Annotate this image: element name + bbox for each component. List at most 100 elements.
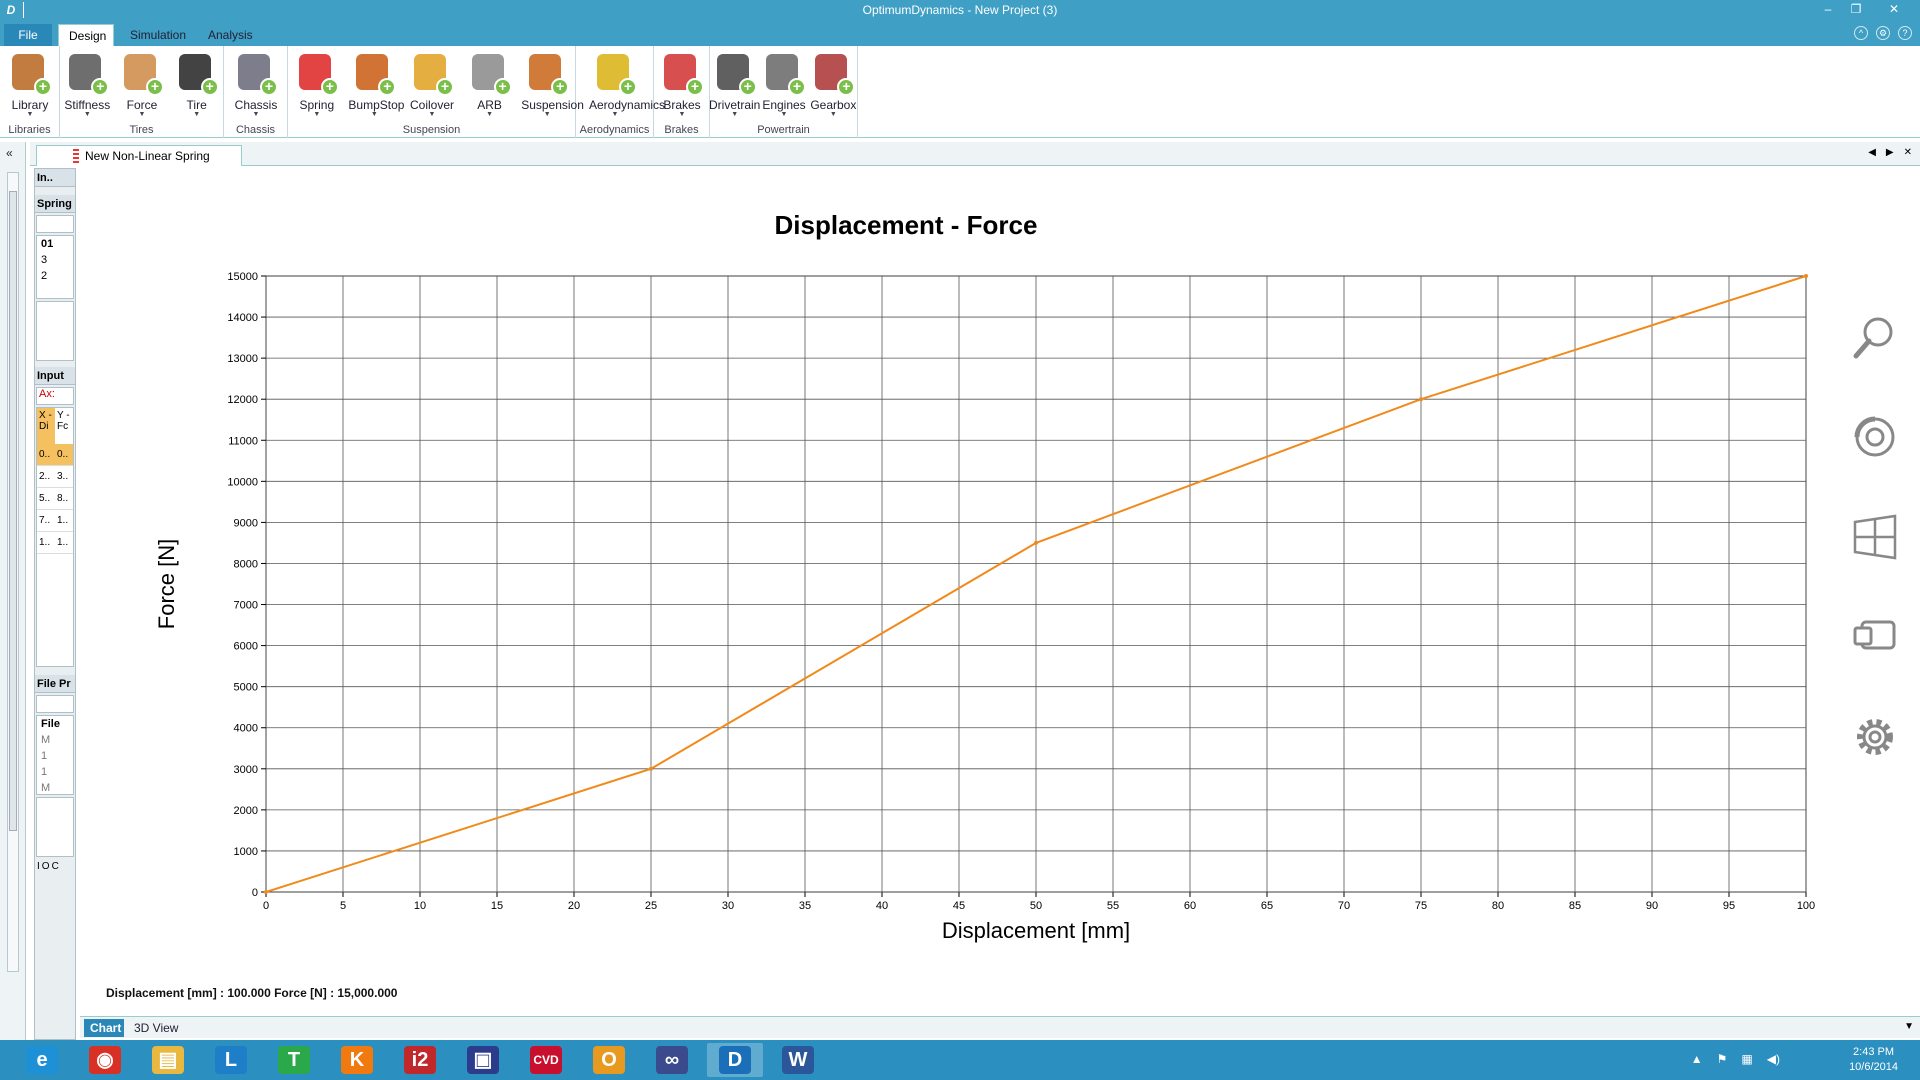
i2-pro-icon[interactable]: i2 [392,1043,448,1077]
panel-toolbar[interactable] [36,215,74,233]
dropdown-caret-icon[interactable]: ▼ [138,111,146,118]
table-cell[interactable]: 0.. [39,449,51,460]
tray-expand-icon[interactable]: ▲ [1690,1052,1703,1066]
chrome-icon[interactable]: ◉ [77,1043,133,1077]
app-l-icon[interactable]: L [203,1043,259,1077]
table-cell[interactable]: 1.. [39,537,51,548]
data-point[interactable] [1419,397,1423,402]
panel-tab-o[interactable]: O [41,861,50,872]
column-header-x[interactable]: X - Di [39,410,52,432]
volume-icon[interactable]: ◀) [1766,1052,1780,1066]
minimize-button[interactable]: – [1824,2,1832,16]
table-row[interactable]: 2.. 3.. [37,466,73,488]
help-icon[interactable]: ? [1898,26,1912,40]
zoom-icon[interactable] [1850,312,1900,362]
restore-button[interactable]: ❐ [1850,2,1862,16]
flag-icon[interactable]: ⚑ [1716,1052,1728,1066]
optimumdynamics-icon[interactable]: D [707,1043,763,1077]
dropdown-caret-icon[interactable]: ▼ [370,111,378,118]
table-cell[interactable]: 8.. [57,493,69,504]
dropdown-caret-icon[interactable]: ▼ [678,111,686,118]
table-cell[interactable]: 2.. [39,471,51,482]
spring-tree[interactable]: 01 3 2 [36,235,74,299]
rotate-icon[interactable] [1850,412,1900,462]
close-button[interactable]: ✕ [1888,2,1900,16]
app-t-icon[interactable]: T [266,1043,322,1077]
table-cell[interactable]: 7.. [39,515,51,526]
tree-item[interactable]: 01 [41,238,54,250]
arb-button[interactable]: + ARB ▼ [464,50,516,120]
collapse-panel-button[interactable]: « [6,146,13,160]
clock[interactable]: 2:43 PM 10/6/2014 [1849,1045,1898,1075]
dropdown-caret-icon[interactable]: ▼ [26,111,34,118]
file-menu[interactable]: File [4,24,52,46]
tab-chart[interactable]: Chart [84,1019,124,1037]
panel-tab-c[interactable]: C [51,861,59,872]
window-icon[interactable] [1850,512,1900,562]
spring-button[interactable]: + Spring ▼ [291,50,343,120]
tree-item[interactable]: 3 [41,254,48,266]
tree-item[interactable]: File [41,718,60,730]
data-point[interactable] [264,890,268,894]
app-icon[interactable]: D [6,3,16,17]
left-scrollbar[interactable] [7,172,19,972]
displacement-force-chart[interactable]: Displacement - Force 0 5 10 15 20 25 30 35 40 45 50… [80,166,1830,966]
tab-design[interactable]: Design [58,24,114,46]
chevron-down-icon[interactable]: ▼ [1904,1021,1914,1032]
tab-3d-view[interactable]: 3D View [134,1021,179,1035]
dropdown-caret-icon[interactable]: ▼ [428,111,436,118]
dropdown-caret-icon[interactable]: ▼ [486,111,494,118]
table-row[interactable]: 0.. 0.. [37,444,73,466]
tab-analysis[interactable]: Analysis [208,28,253,42]
dropdown-caret-icon[interactable]: ▼ [543,111,551,118]
collapse-ribbon-icon[interactable]: ^ [1854,26,1868,40]
tree-item[interactable]: 2 [41,270,48,282]
panel-in-header[interactable]: In.. [35,169,75,187]
file-tree[interactable]: File M 1 1 M [36,715,74,795]
axis-selector[interactable]: Ax: [36,387,74,405]
table-cell[interactable]: 1.. [57,537,69,548]
brakes-button[interactable]: + Brakes ▼ [656,50,708,120]
force-button[interactable]: + Force ▼ [116,50,168,120]
table-cell[interactable]: 1.. [57,515,69,526]
table-row[interactable]: 1.. 1.. [37,532,73,554]
tab-close-icon[interactable]: ✕ [1903,147,1912,158]
input-table[interactable]: X - Di Y - Fc 0.. 0.. 2.. 3.. 5.. 8.. 7.. 1.. 1.… [36,407,74,667]
screen-icon[interactable] [1850,612,1900,662]
panel-tab-i[interactable]: I [37,861,40,872]
table-row[interactable]: 5.. 8.. [37,488,73,510]
dropdown-caret-icon[interactable]: ▼ [611,111,619,118]
tab-simulation[interactable]: Simulation [130,28,187,42]
document-tab[interactable]: New Non-Linear Spring [36,145,242,166]
tab-scroll-left-icon[interactable]: ◀ [1868,147,1876,158]
table-row[interactable]: 7.. 1.. [37,510,73,532]
file-explorer-icon[interactable]: ▤ [140,1043,196,1077]
stiffness-button[interactable]: + Stiffness ▼ [61,50,113,120]
column-header-y[interactable]: Y - Fc [55,408,73,444]
internet-explorer-icon[interactable]: e [14,1043,70,1077]
app-cube-icon[interactable]: ▣ [455,1043,511,1077]
dropdown-caret-icon[interactable]: ▼ [83,111,91,118]
drivetrain-button[interactable]: + Drivetrain ▼ [709,50,761,120]
engines-button[interactable]: + Engines ▼ [758,50,810,120]
table-cell[interactable]: 0.. [57,449,69,460]
data-point[interactable] [1034,540,1038,545]
data-point[interactable] [1804,274,1808,278]
table-cell[interactable]: 5.. [39,493,51,504]
aerodynamics-button[interactable]: + Aerodynamics ▼ [589,50,665,120]
scroll-thumb[interactable] [9,191,17,831]
outlook-icon[interactable]: O [581,1043,637,1077]
dropdown-caret-icon[interactable]: ▼ [313,111,321,118]
suspension-button[interactable]: + Suspension ▼ [521,50,584,120]
file-toolbar[interactable] [36,695,74,713]
cvd-icon[interactable]: CVD [518,1043,574,1077]
app-loop-icon[interactable]: ∞ [644,1043,700,1077]
gearbox-button[interactable]: + Gearbox ▼ [807,50,859,120]
dropdown-caret-icon[interactable]: ▼ [829,111,837,118]
table-cell[interactable]: 3.. [57,471,69,482]
network-icon[interactable]: ▦ [1741,1052,1753,1066]
dropdown-caret-icon[interactable]: ▼ [731,111,739,118]
coilover-button[interactable]: + Coilover ▼ [406,50,458,120]
dropdown-caret-icon[interactable]: ▼ [193,111,201,118]
bumpstop-button[interactable]: + BumpStop ▼ [348,50,404,120]
